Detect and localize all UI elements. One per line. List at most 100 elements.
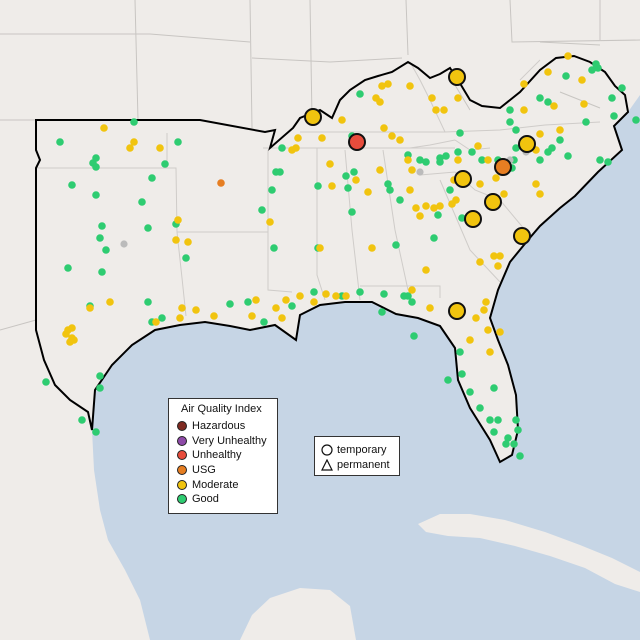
moderate-station-marker [408, 286, 416, 294]
moderate-station-marker [440, 106, 448, 114]
good-station-marker [476, 404, 484, 412]
moderate-station-marker [156, 144, 164, 152]
good-station-marker [510, 440, 518, 448]
moderate-station-marker [106, 298, 114, 306]
good-station-marker [96, 234, 104, 242]
good-station-marker [608, 94, 616, 102]
legend-temporary: temporary [321, 442, 393, 457]
good-station-marker [408, 298, 416, 306]
moderate-station-marker [328, 182, 336, 190]
moderate-station-marker [278, 314, 286, 322]
moderate-station-marker [282, 296, 290, 304]
good-station-marker [506, 106, 514, 114]
good-station-marker [536, 156, 544, 164]
aqi-legend: Air Quality Index Hazardous Very Unhealth… [168, 398, 278, 514]
good-station-marker [582, 118, 590, 126]
good-station-marker [244, 298, 252, 306]
moderate-station-marker [378, 82, 386, 90]
moderate-station-marker [352, 176, 360, 184]
temporary-monitor-marker[interactable] [454, 170, 472, 188]
moderate-station-marker [484, 326, 492, 334]
temporary-monitor-marker[interactable] [448, 302, 466, 320]
temporary-monitor-marker[interactable] [518, 135, 536, 153]
aqi-label: Moderate [192, 478, 239, 491]
good-station-marker [434, 211, 442, 219]
moderate-station-marker [332, 292, 340, 300]
no-data-station-marker [120, 240, 128, 248]
aqi-legend-title: Air Quality Index [181, 403, 262, 415]
temporary-monitor-marker[interactable] [484, 193, 502, 211]
moderate-station-marker [432, 106, 440, 114]
moderate-station-marker [388, 132, 396, 140]
monitor-type-legend: temporary permanent [314, 436, 400, 476]
good-station-marker [96, 384, 104, 392]
good-station-marker [68, 181, 76, 189]
good-station-marker [512, 416, 520, 424]
aqi-legend-item-unhealthy: Unhealthy [177, 448, 269, 463]
moderate-markers [62, 52, 588, 356]
good-station-marker [92, 163, 100, 171]
moderate-station-marker [426, 304, 434, 312]
moderate-station-marker [86, 304, 94, 312]
good-station-marker [478, 156, 486, 164]
moderate-station-marker [404, 156, 412, 164]
good-station-marker [416, 156, 424, 164]
good-station-marker [350, 168, 358, 176]
region-state-borders [36, 59, 601, 317]
temporary-monitor-marker[interactable] [513, 227, 531, 245]
good-station-marker [268, 186, 276, 194]
good-station-marker [592, 60, 600, 68]
moderate-station-marker [408, 166, 416, 174]
moderate-station-marker [184, 238, 192, 246]
moderate-station-marker [484, 156, 492, 164]
moderate-station-marker [318, 134, 326, 142]
moderate-station-marker [500, 190, 508, 198]
good-station-marker [512, 126, 520, 134]
good-station-marker [422, 158, 430, 166]
moderate-station-marker [536, 190, 544, 198]
temporary-monitor-marker[interactable] [304, 108, 322, 126]
good-station-marker [556, 136, 564, 144]
moderate-station-marker [544, 68, 552, 76]
no-data-markers [120, 148, 530, 248]
good-station-marker [386, 186, 394, 194]
temporary-monitor-marker[interactable] [494, 158, 512, 176]
good-station-marker [504, 434, 512, 442]
aqi-swatch [177, 450, 187, 461]
aqi-swatch [177, 479, 187, 490]
good-station-marker [494, 416, 502, 424]
moderate-station-marker [550, 102, 558, 110]
moderate-station-marker [406, 186, 414, 194]
moderate-station-marker [172, 236, 180, 244]
aqi-swatch [177, 421, 187, 432]
moderate-station-marker [532, 180, 540, 188]
good-station-marker [270, 244, 278, 252]
moderate-station-marker [368, 244, 376, 252]
good-station-marker [182, 254, 190, 262]
moderate-station-marker [322, 290, 330, 298]
good-station-marker [92, 191, 100, 199]
moderate-station-marker [428, 94, 436, 102]
moderate-station-marker [422, 266, 430, 274]
moderate-station-marker [494, 262, 502, 270]
temporary-monitor-marker[interactable] [464, 210, 482, 228]
temporary-monitor-marker[interactable] [448, 68, 466, 86]
good-station-marker [392, 241, 400, 249]
temporary-monitor-markers[interactable] [304, 68, 536, 320]
temporary-monitor-marker[interactable] [348, 133, 366, 151]
moderate-station-marker [416, 212, 424, 220]
good-station-marker [92, 428, 100, 436]
good-station-marker [258, 206, 266, 214]
good-station-marker [486, 416, 494, 424]
moderate-station-marker [126, 144, 134, 152]
moderate-station-marker [178, 304, 186, 312]
moderate-station-marker [248, 312, 256, 320]
good-station-marker [564, 152, 572, 160]
good-station-marker [138, 198, 146, 206]
good-station-marker [348, 208, 356, 216]
good-station-marker [444, 376, 452, 384]
good-station-marker [342, 172, 350, 180]
moderate-station-marker [296, 292, 304, 300]
good-station-marker [356, 288, 364, 296]
